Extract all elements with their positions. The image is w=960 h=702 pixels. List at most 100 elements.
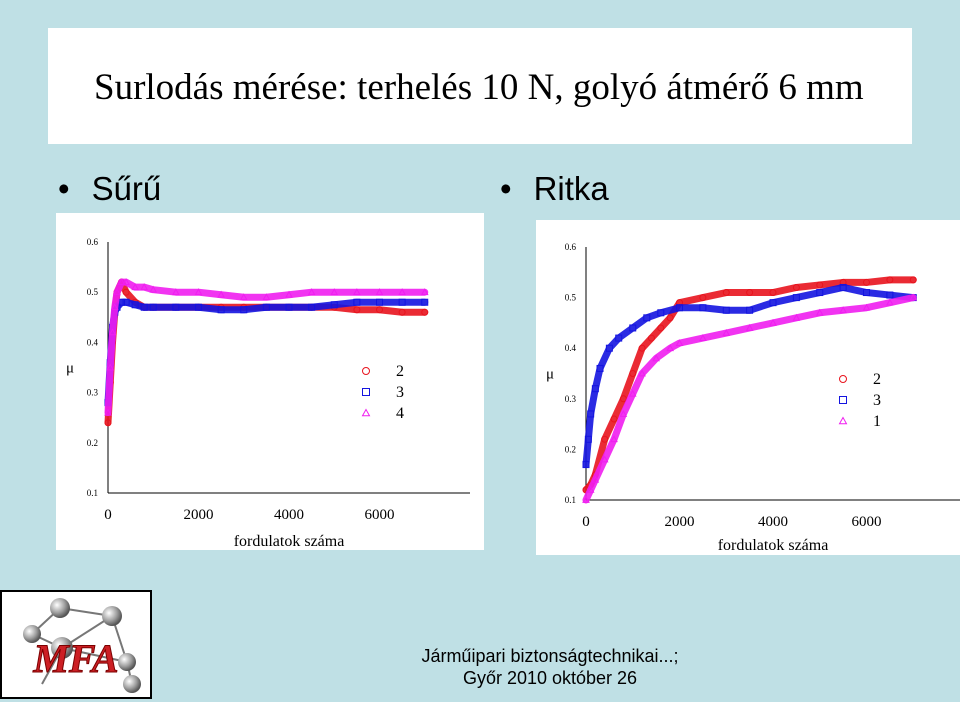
data-point (596, 364, 604, 372)
x-tick-label: 4000 (274, 507, 304, 523)
data-point (117, 278, 126, 286)
data-point (131, 301, 139, 309)
chart-sparse-svg: 0.1 0.2 0.3 0.4 0.5 0.6 0 2000 4000 6000 μ fordulat… (546, 242, 960, 554)
legend-label: 4 (396, 405, 404, 422)
data-point (375, 288, 384, 296)
y-tick-label: 0.2 (565, 444, 576, 454)
chart-sparse: 0.1 0.2 0.3 0.4 0.5 0.6 0 2000 4000 6000 μ fordulat… (536, 220, 960, 555)
bullet-left: • Sűrű (58, 170, 161, 208)
data-point (172, 303, 180, 311)
logo-ball (118, 653, 136, 671)
data-point (104, 419, 112, 427)
data-point (582, 461, 590, 469)
legend-label: 3 (873, 392, 881, 409)
data-point (886, 276, 894, 284)
y-axis-label: μ (546, 367, 554, 383)
bullet-right: • Ritka (500, 170, 609, 208)
data-point (398, 308, 406, 316)
x-tick-label: 0 (582, 514, 590, 530)
logo: MFA (0, 590, 152, 699)
slide-title: Surlodás mérése: terhelés 10 N, golyó át… (94, 67, 864, 108)
data-point (629, 370, 637, 377)
y-tick-label: 0.5 (565, 293, 577, 303)
data-point (330, 301, 338, 309)
data-point (104, 408, 112, 416)
data-point (172, 288, 180, 296)
data-point (398, 298, 406, 306)
y-tick-label: 0.1 (565, 495, 576, 505)
data-point (816, 289, 824, 297)
data-point (140, 283, 149, 291)
data-point (815, 308, 824, 316)
x-tick-label: 2000 (184, 507, 214, 523)
y-tick-label: 0.4 (565, 343, 577, 353)
footer-line-2: Győr 2010 október 26 (462, 668, 638, 688)
data-point (619, 409, 628, 417)
legend-label: 1 (873, 413, 881, 430)
data-point (863, 289, 870, 297)
data-point (398, 288, 406, 296)
data-point (610, 435, 618, 443)
data-point (353, 298, 361, 306)
x-tick-label: 4000 (758, 514, 788, 530)
series-3 (104, 298, 429, 407)
data-point (586, 485, 595, 493)
data-point (886, 291, 894, 299)
data-point (239, 293, 248, 301)
data-point (657, 324, 665, 332)
data-point (909, 276, 917, 284)
legend: 2 3 4 (361, 363, 404, 422)
data-point (217, 290, 225, 298)
chart-dense: 0.1 0.2 0.3 0.4 0.5 0.6 0 2000 4000 6000 μ fordulat… (56, 213, 484, 550)
logo-graphic: MFA (23, 598, 141, 693)
data-point (108, 328, 117, 336)
data-point (615, 334, 623, 342)
data-point (307, 288, 316, 296)
data-point (638, 369, 646, 377)
data-point (675, 339, 684, 347)
data-point (863, 278, 870, 286)
bullet-dot-left: • (58, 170, 70, 207)
data-point (361, 408, 371, 417)
data-point (376, 306, 383, 314)
data-point (652, 354, 660, 362)
legend: 2 3 1 (838, 371, 881, 430)
data-point (745, 323, 754, 331)
y-tick-label: 0.5 (87, 287, 99, 297)
data-point (699, 294, 707, 302)
data-point (149, 285, 158, 293)
data-point (140, 303, 148, 311)
data-point (746, 306, 754, 314)
data-point (122, 298, 130, 306)
logo-ball (102, 606, 122, 626)
data-point (308, 303, 316, 311)
data-point (587, 410, 595, 418)
data-point (628, 389, 637, 397)
data-point (601, 435, 609, 443)
data-point (638, 344, 646, 352)
data-point (619, 395, 627, 403)
data-point (605, 344, 613, 352)
data-point (217, 306, 225, 314)
data-point (421, 298, 429, 306)
y-tick-label: 0.4 (87, 337, 99, 347)
data-point (839, 283, 847, 291)
series-3 (582, 283, 917, 469)
data-point (699, 334, 707, 341)
data-point (629, 324, 637, 332)
series-band (582, 294, 917, 504)
x-axis-label: fordulatok száma (718, 537, 829, 554)
bullet-right-label: Ritka (533, 170, 609, 207)
title-box: Surlodás mérése: terhelés 10 N, golyó át… (48, 28, 912, 144)
data-point (113, 288, 121, 296)
logo-text: MFA (32, 636, 118, 681)
data-point (839, 306, 847, 314)
data-point (106, 363, 115, 371)
data-point (838, 416, 848, 425)
series-band (104, 298, 429, 407)
data-point (643, 314, 651, 322)
data-point (591, 385, 599, 393)
data-point (886, 298, 894, 306)
x-tick-label: 0 (104, 507, 112, 523)
data-point (647, 334, 655, 342)
